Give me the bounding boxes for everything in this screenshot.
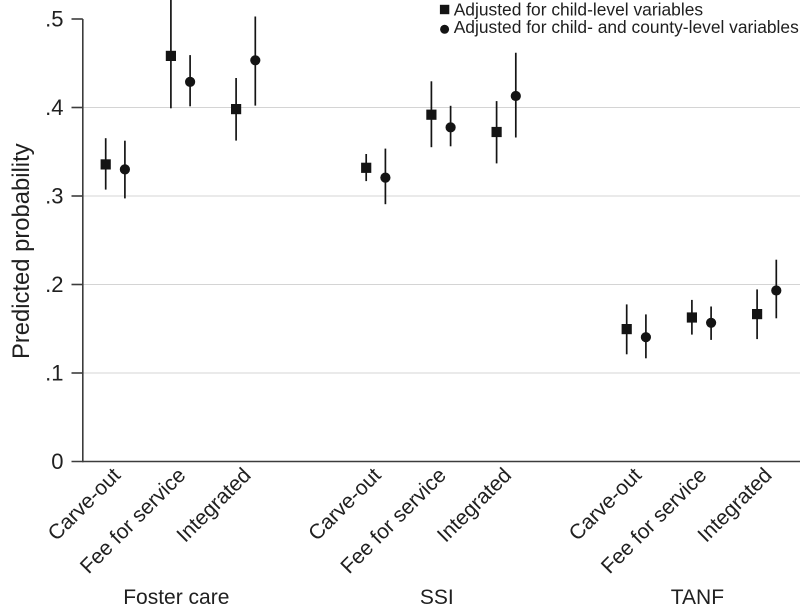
svg-text:TANF: TANF — [671, 586, 724, 609]
svg-text:.1: .1 — [45, 361, 63, 386]
svg-text:Adjusted for child- and county: Adjusted for child- and county-level var… — [454, 17, 799, 37]
svg-text:.2: .2 — [45, 272, 63, 297]
svg-text:Predicted probability: Predicted probability — [8, 143, 35, 359]
svg-text:.3: .3 — [45, 184, 63, 209]
svg-text:.4: .4 — [45, 95, 63, 120]
svg-text:Adjusted for child-level varia: Adjusted for child-level variables — [454, 0, 704, 19]
svg-text:SSI: SSI — [420, 586, 454, 609]
svg-text:.5: .5 — [45, 7, 63, 32]
svg-text:0: 0 — [51, 449, 63, 474]
svg-text:Foster care: Foster care — [123, 586, 229, 609]
